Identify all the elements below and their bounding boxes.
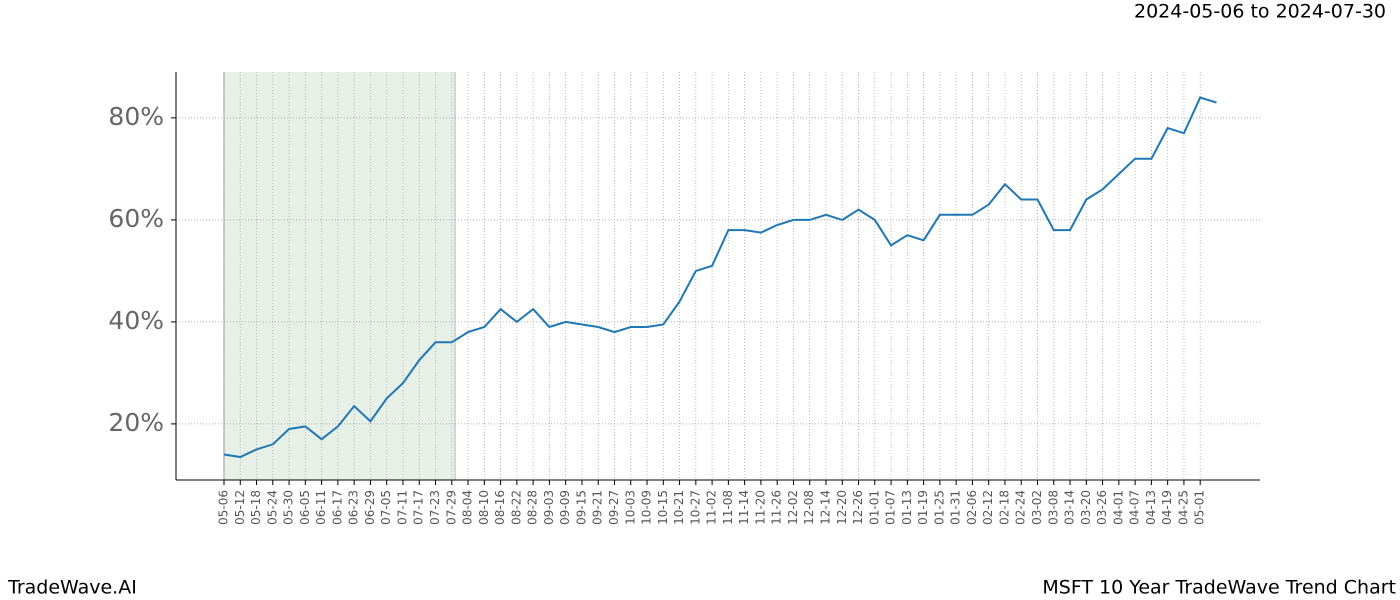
x-tick-label: 02-24 — [1014, 490, 1028, 525]
x-tick-label: 02-18 — [997, 490, 1011, 525]
x-tick-label: 04-25 — [1176, 490, 1190, 525]
x-tick-label: 05-12 — [233, 490, 247, 525]
x-tick-label: 07-11 — [395, 490, 409, 525]
x-tick-label: 06-11 — [314, 490, 328, 525]
x-tick-label: 10-09 — [640, 490, 654, 525]
x-tick-label: 11-02 — [705, 490, 719, 525]
x-tick-label: 12-26 — [851, 490, 865, 525]
x-tick-label: 01-01 — [867, 490, 881, 525]
x-tick-label: 03-08 — [1046, 490, 1060, 525]
x-tick-label: 04-13 — [1144, 490, 1158, 525]
x-tick-label: 12-14 — [818, 490, 832, 525]
x-tick-label: 08-04 — [461, 490, 475, 525]
x-tick-label: 03-26 — [1095, 490, 1109, 525]
x-tick-label: 07-23 — [428, 490, 442, 525]
x-tick-label: 08-22 — [509, 490, 523, 525]
x-tick-label: 07-05 — [379, 490, 393, 525]
x-tick-label: 12-02 — [786, 490, 800, 525]
x-tick-label: 06-05 — [298, 490, 312, 525]
x-tick-label: 07-17 — [412, 490, 426, 525]
x-tick-label: 09-09 — [558, 490, 572, 525]
x-tick-label: 10-15 — [656, 490, 670, 525]
data-line — [223, 96, 1217, 459]
x-tick-label: 01-07 — [884, 490, 898, 525]
x-tick-label: 11-20 — [753, 490, 767, 525]
x-tick-label: 06-23 — [347, 490, 361, 525]
x-tick-label: 05-24 — [265, 490, 279, 525]
x-tick-label: 07-29 — [444, 490, 458, 525]
x-tick-label: 01-25 — [932, 490, 946, 525]
footer-right: MSFT 10 Year TradeWave Trend Chart — [1042, 577, 1396, 599]
x-tick-label: 05-30 — [282, 490, 296, 525]
x-tick-label: 08-28 — [526, 490, 540, 525]
x-tick-label: 09-03 — [542, 490, 556, 525]
x-tick-label: 04-07 — [1128, 490, 1142, 525]
x-tick-label: 05-18 — [249, 490, 263, 525]
x-tick-label: 09-15 — [574, 490, 588, 525]
x-tick-label: 08-16 — [493, 490, 507, 525]
x-tick-label: 02-12 — [981, 490, 995, 525]
y-tick-label: 60% — [108, 204, 164, 233]
highlight-region — [224, 72, 456, 480]
x-tick-label: 04-01 — [1111, 490, 1125, 525]
x-tick-label: 11-08 — [721, 490, 735, 525]
x-tick-label: 05-01 — [1193, 490, 1207, 525]
x-tick-label: 09-27 — [607, 490, 621, 525]
x-tick-label: 08-10 — [477, 490, 491, 525]
footer-left: TradeWave.AI — [7, 577, 137, 599]
x-tick-label: 01-31 — [949, 490, 963, 525]
x-tick-label: 01-13 — [900, 490, 914, 525]
x-tick-label: 06-17 — [330, 490, 344, 525]
x-tick-label: 04-19 — [1160, 490, 1174, 525]
y-tick-label: 40% — [108, 306, 164, 335]
x-tick-label: 03-20 — [1079, 490, 1093, 525]
y-tick-label: 80% — [108, 102, 164, 131]
x-tick-label: 11-26 — [770, 490, 784, 525]
x-tick-label: 09-21 — [591, 490, 605, 525]
x-tick-label: 01-19 — [916, 490, 930, 525]
x-tick-label: 03-02 — [1030, 490, 1044, 525]
x-tick-label: 05-06 — [217, 490, 231, 525]
x-tick-label: 11-14 — [737, 490, 751, 525]
x-tick-label: 10-03 — [623, 490, 637, 525]
x-tick-label: 10-27 — [688, 490, 702, 525]
x-tick-label: 10-21 — [672, 490, 686, 525]
x-tick-label: 03-14 — [1063, 490, 1077, 525]
x-tick-label: 12-20 — [835, 490, 849, 525]
x-tick-label: 02-06 — [965, 490, 979, 525]
y-tick-label: 20% — [108, 408, 164, 437]
chart-title: 2024-05-06 to 2024-07-30 — [1134, 1, 1386, 23]
x-tick-label: 06-29 — [363, 490, 377, 525]
x-tick-label: 12-08 — [802, 490, 816, 525]
